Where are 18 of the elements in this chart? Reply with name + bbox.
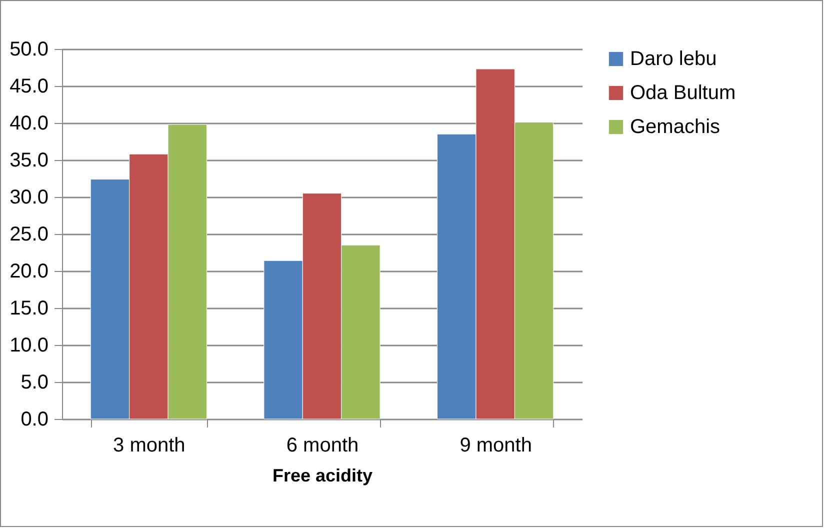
x-axis-title: Free acidity [272,466,373,486]
y-tick-label: 50.0 [10,38,48,60]
x-tick-label: 9 month [460,434,532,456]
y-tick-label: 25.0 [10,224,48,246]
y-tick-label: 0.0 [20,408,48,430]
legend-label: Daro lebu [630,48,717,70]
legend-label: Oda Bultum [630,82,736,104]
y-tick-label: 35.0 [10,150,48,172]
y-tick-label: 45.0 [10,76,48,98]
y-tick-label: 15.0 [10,298,48,320]
x-tick-label: 6 month [286,434,359,456]
x-tick-label: 3 month [113,434,186,456]
y-tick-label: 5.0 [20,372,48,394]
legend-label: Gemachis [630,116,720,138]
y-tick-label: 30.0 [10,186,48,208]
y-tick-label: 20.0 [10,260,48,282]
y-tick-label: 10.0 [10,334,48,356]
y-tick-label: 40.0 [10,112,48,134]
